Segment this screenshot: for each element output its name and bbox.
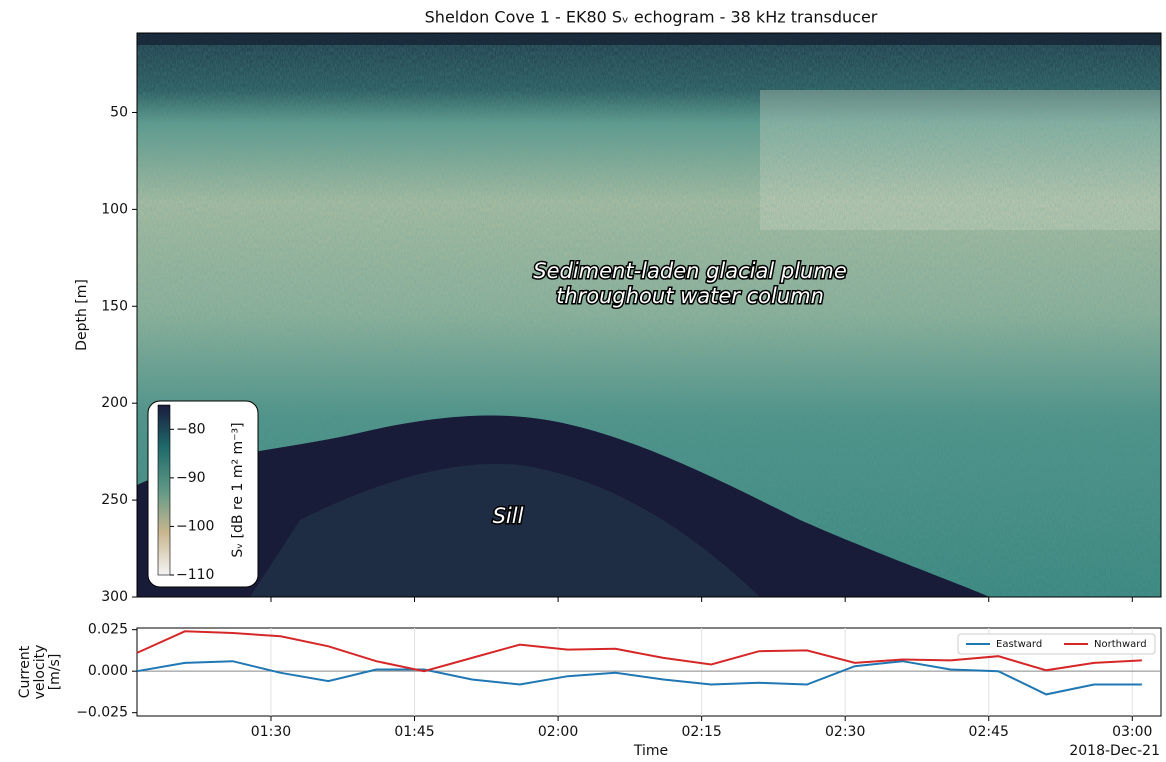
legend-label: Eastward [996, 639, 1042, 650]
colorbar-tick-label: −80 [176, 421, 206, 437]
annotation: throughout water column [556, 284, 824, 308]
x-tick-label: 01:30 [251, 724, 291, 740]
y-tick-label: 200 [101, 395, 128, 411]
y-axis-label: velocity [32, 645, 48, 700]
line-series [137, 661, 1142, 694]
colorbar-tick-label: −100 [176, 518, 214, 534]
colorbar-tick-label: −110 [176, 567, 214, 583]
annotation: Sill [493, 504, 524, 528]
x-tick-label: 01:45 [394, 724, 434, 740]
x-axis-label: Time [633, 743, 668, 759]
x-offset-label: 2018-Dec-21 [1069, 743, 1160, 759]
x-tick-label: 02:45 [969, 724, 1009, 740]
y-tick-label: 250 [101, 492, 128, 508]
legend-label: Northward [1094, 639, 1147, 650]
y-tick-label: 50 [110, 104, 128, 120]
figure: Sheldon Cove 1 - EK80 Sᵥ echogram - 38 k… [0, 0, 1166, 762]
y-tick-label: 150 [101, 298, 128, 314]
x-tick-label: 02:30 [825, 724, 865, 740]
y-tick-label: 100 [101, 201, 128, 217]
x-tick-label: 02:00 [538, 724, 578, 740]
y-axis-label: Depth [m] [74, 279, 90, 351]
echogram [137, 33, 1161, 597]
y-tick-label: 300 [101, 589, 128, 605]
chart-title: Sheldon Cove 1 - EK80 Sᵥ echogram - 38 k… [425, 8, 878, 27]
y-tick-label: 0.025 [88, 622, 128, 638]
x-tick-label: 02:15 [681, 724, 721, 740]
surface-band [137, 33, 1161, 45]
y-tick-label: −0.025 [76, 705, 128, 721]
y-tick-label: 0.000 [88, 663, 128, 679]
y-axis-label: Current [17, 645, 33, 698]
x-tick-label: 03:00 [1112, 724, 1152, 740]
annotation: Sediment-laden glacial plume [533, 259, 847, 283]
colorbar-tick-label: −90 [176, 470, 206, 486]
colorbar-label: Sᵥ [dB re 1 m² m⁻³] [230, 422, 246, 557]
colorbar [158, 405, 170, 575]
y-axis-label: [m/s] [47, 654, 63, 691]
